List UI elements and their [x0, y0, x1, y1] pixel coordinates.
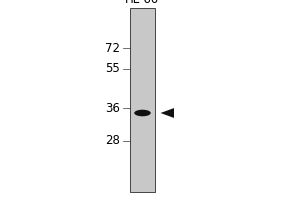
- Text: 36: 36: [105, 102, 120, 114]
- Text: 55: 55: [105, 62, 120, 75]
- Bar: [130, 8, 155, 192]
- Polygon shape: [160, 108, 174, 118]
- Text: 72: 72: [105, 42, 120, 54]
- Ellipse shape: [134, 110, 151, 116]
- Text: HL-60: HL-60: [125, 0, 160, 6]
- Text: 28: 28: [105, 134, 120, 148]
